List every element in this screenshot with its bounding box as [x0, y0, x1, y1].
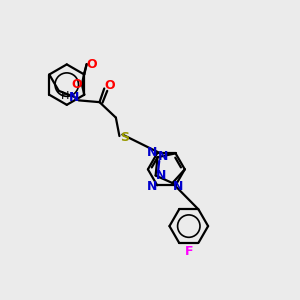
Text: H: H [61, 91, 69, 100]
Text: F: F [184, 245, 193, 258]
Text: O: O [71, 78, 82, 91]
Text: N: N [172, 180, 183, 193]
Text: O: O [104, 79, 115, 92]
Text: N: N [156, 169, 166, 182]
Text: O: O [87, 58, 97, 70]
Text: S: S [120, 131, 129, 144]
Text: N: N [147, 146, 157, 159]
Text: N: N [147, 180, 157, 193]
Text: N: N [68, 92, 79, 104]
Text: N: N [158, 149, 168, 163]
